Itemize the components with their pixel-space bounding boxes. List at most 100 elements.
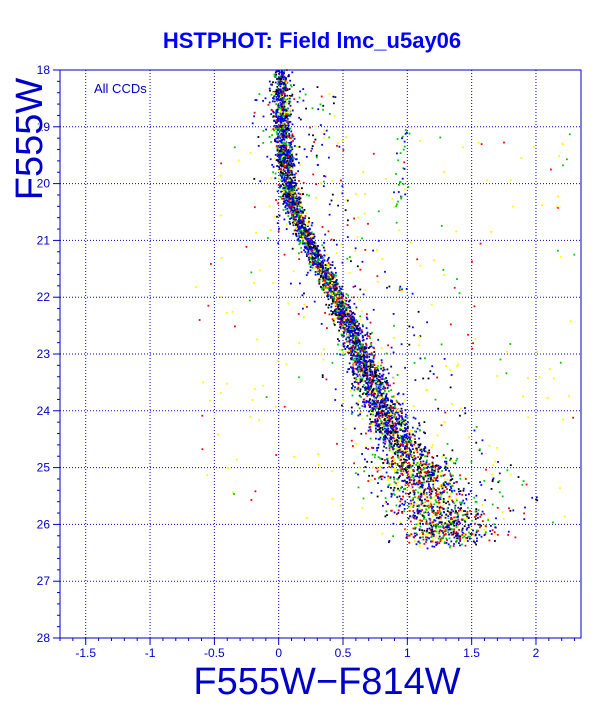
data-point [410,503,412,505]
data-point [435,542,437,544]
data-point [414,533,416,535]
data-point [417,500,419,502]
data-point [376,418,378,420]
data-point [367,448,369,450]
data-point [373,383,375,385]
data-point [408,467,410,469]
data-point [450,493,452,495]
data-point [396,489,398,491]
data-point [297,170,299,172]
data-point [281,119,283,121]
data-point [314,267,316,269]
data-point [489,530,491,532]
data-point [278,92,280,94]
data-point [270,113,272,115]
data-point [280,91,282,93]
data-point [357,382,359,384]
data-point [376,403,378,405]
data-point [393,458,395,460]
data-point [376,387,378,389]
data-point [421,504,423,506]
data-point [447,465,449,467]
data-point [332,318,334,320]
data-point [372,389,374,391]
data-point [410,521,412,523]
data-point [285,185,287,187]
data-point [461,544,463,546]
data-point [289,177,291,179]
data-point [352,385,354,387]
data-point [403,462,405,464]
data-point [410,505,412,507]
data-point [346,341,348,343]
data-point [293,84,295,86]
data-point [416,518,418,520]
data-point [358,387,360,389]
data-point [344,303,346,305]
data-point [494,531,496,533]
data-point [428,479,430,481]
data-point [445,457,447,459]
data-point [406,442,408,444]
data-point [332,294,334,296]
data-point [281,139,283,141]
data-point [490,525,492,527]
data-point [302,236,304,238]
data-point [469,510,471,512]
data-point [291,71,293,73]
data-point [414,540,416,542]
data-point [397,433,399,435]
data-point [351,337,353,339]
data-point [411,484,413,486]
data-point [365,346,367,348]
data-point [450,488,452,490]
data-point [463,488,465,490]
data-point [376,447,378,449]
data-point [307,234,309,236]
data-point [379,411,381,413]
data-point [375,399,377,401]
data-point [362,325,364,327]
data-point [438,542,440,544]
data-point [383,462,385,464]
data-point [379,373,381,375]
data-point [357,365,359,367]
data-point [419,529,421,531]
data-point [322,271,324,273]
data-point [436,524,438,526]
data-point [437,532,439,534]
data-point [312,257,314,259]
data-point [378,416,380,418]
data-point [359,374,361,376]
data-point [468,482,470,484]
data-point [359,341,361,343]
data-point [467,511,469,513]
data-point [382,427,384,429]
data-point [289,98,291,100]
data-point [356,403,358,405]
data-point [387,478,389,480]
data-point [331,306,333,308]
data-point [460,478,462,480]
data-point [300,235,302,237]
data-point [362,324,364,326]
data-point [433,486,435,488]
data-point [432,444,434,446]
data-point [371,364,373,366]
data-point [417,523,419,525]
data-point [314,241,316,243]
data-point [387,382,389,384]
data-point [348,304,350,306]
data-point [507,534,509,536]
data-point [447,484,449,486]
data-point [395,423,397,425]
data-point [275,74,277,76]
data-point [432,484,434,486]
data-point [450,512,452,514]
data-point [449,496,451,498]
data-point [296,198,298,200]
data-point [428,483,430,485]
data-point [460,504,462,506]
data-point [366,354,368,356]
data-point [445,481,447,483]
